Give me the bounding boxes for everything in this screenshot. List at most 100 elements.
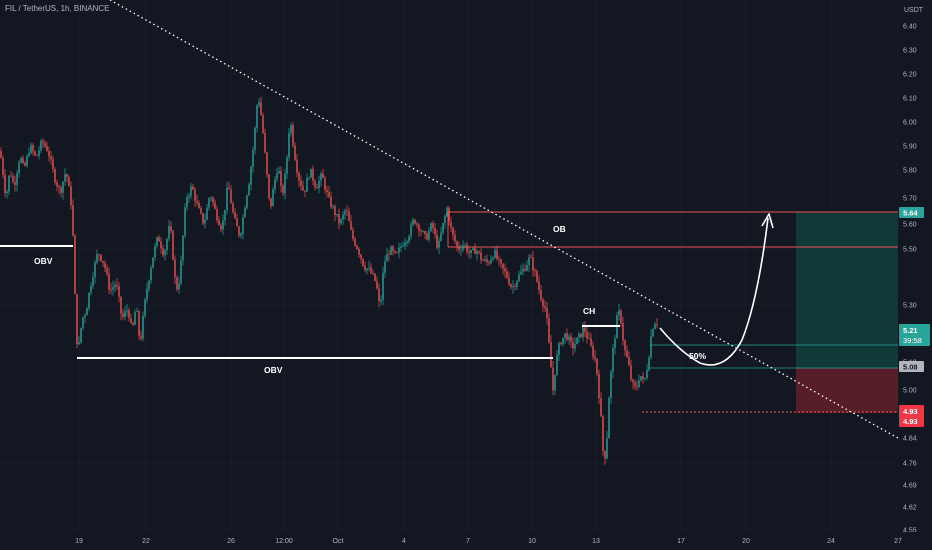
candle-body [530, 257, 531, 258]
candle-body [258, 102, 259, 105]
candle-body [190, 187, 191, 196]
price-tick-label: 5.80 [903, 168, 917, 175]
candle-body [550, 342, 551, 367]
candle-body [608, 398, 609, 438]
candle-body [242, 217, 243, 233]
candle-body [44, 143, 45, 147]
candle-body [180, 261, 181, 284]
price-tick-label: 4.62 [903, 505, 917, 512]
candle-body [470, 250, 471, 253]
candle-body [380, 300, 381, 301]
candle-body [636, 386, 637, 387]
candle-body [542, 300, 543, 307]
candle-body [270, 198, 271, 206]
candle-body [312, 169, 313, 181]
candle-body [524, 269, 525, 271]
candle-body [604, 451, 605, 459]
candle-body [392, 247, 393, 251]
candle-body [298, 173, 299, 181]
price-tick-label: 5.00 [903, 388, 917, 395]
time-tick-label: 10 [528, 538, 536, 545]
candle-body [466, 245, 467, 252]
candle-body [572, 342, 573, 349]
candle-body [336, 214, 337, 215]
candle-body [428, 231, 429, 240]
candle-body [182, 236, 183, 261]
candle-body [256, 105, 257, 128]
candle-body [294, 145, 295, 159]
candle-body [4, 175, 5, 193]
candle-body [554, 375, 555, 390]
candle-body [172, 231, 173, 259]
candle-body [434, 228, 435, 234]
candle-body [218, 220, 219, 225]
candle-body [438, 241, 439, 248]
candle-body [162, 248, 163, 255]
candle-body [32, 145, 33, 151]
candle-body [6, 192, 7, 193]
candle-body [72, 205, 73, 235]
candle-body [92, 277, 93, 286]
target-price-tag: 5.64 [899, 207, 924, 218]
candle-body [600, 398, 601, 416]
obv-left-label: OBV [34, 256, 53, 266]
candle-body [136, 311, 137, 312]
candle-body [444, 216, 445, 223]
candle-body [372, 273, 373, 274]
candle-body [36, 155, 37, 156]
candle-body [588, 338, 589, 339]
candle-body [596, 359, 597, 374]
candle-body [216, 209, 217, 220]
candle-body [448, 208, 449, 222]
obv-bottom-label: OBV [264, 365, 283, 375]
entry-price-tag: 5.08 [899, 361, 924, 372]
candle-body [200, 208, 201, 213]
candle-body [284, 174, 285, 194]
candle-body [342, 215, 343, 220]
candle-body [168, 226, 169, 239]
candle-body [592, 346, 593, 357]
candle-body [422, 231, 423, 232]
candle-body [154, 246, 155, 257]
price-tick-label: 6.00 [903, 120, 917, 127]
candle-body [152, 257, 153, 267]
candle-body [158, 237, 159, 241]
time-tick-label: 20 [742, 538, 750, 545]
price-axis-unit: USDT [904, 7, 924, 14]
candle-body [234, 212, 235, 218]
candle-body [424, 231, 425, 234]
candle-body [508, 278, 509, 285]
price-axis[interactable] [898, 0, 932, 550]
candle-body [432, 223, 433, 228]
candle-body [134, 312, 135, 325]
time-tick-label: 27 [894, 538, 902, 545]
price-tick-label: 4.84 [903, 436, 917, 443]
candle-body [174, 259, 175, 277]
stop-zone[interactable] [796, 368, 898, 413]
candle-body [420, 231, 421, 232]
candle-body [584, 327, 585, 332]
svg-text:4.93: 4.93 [903, 417, 918, 426]
candle-body [52, 159, 53, 169]
candle-body [252, 150, 253, 167]
candle-body [20, 158, 21, 163]
candle-body [94, 262, 95, 277]
candle-body [502, 264, 503, 269]
candle-body [332, 207, 333, 208]
candle-body [562, 338, 563, 345]
candle-body [228, 188, 229, 190]
candle-body [400, 246, 401, 247]
chart-title: FIL / TetherUS, 1h, BINANCE [5, 4, 109, 13]
candle-body [406, 241, 407, 243]
candle-body [324, 178, 325, 190]
candle-body [116, 285, 117, 287]
price-tick-label: 5.50 [903, 247, 917, 254]
candle-body [176, 277, 177, 289]
candle-body [210, 198, 211, 199]
candle-body [620, 311, 621, 323]
candle-body [558, 343, 559, 355]
candle-body [468, 252, 469, 253]
candle-body [80, 328, 81, 342]
